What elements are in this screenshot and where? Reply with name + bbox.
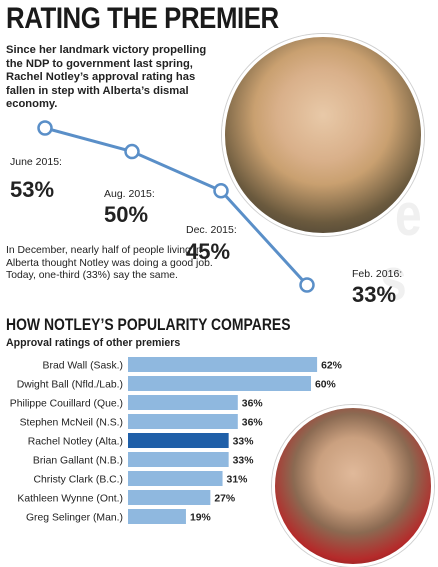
premiers-bar-chart: Brad Wall (Sask.) 62% Dwight Ball (Nfld./L…	[10, 357, 342, 524]
bar-value-label: 36%	[242, 399, 263, 410]
bar-value-label: 36%	[242, 418, 263, 429]
bar-category-label: Brian Gallant (N.B.)	[33, 456, 123, 467]
bar	[128, 376, 311, 391]
bar-value-label: 31%	[227, 475, 248, 486]
data-point-marker	[213, 183, 229, 199]
page-title: RATING THE PREMIER	[6, 2, 279, 35]
bar	[128, 414, 238, 429]
bar-value-label: 33%	[233, 437, 254, 448]
bar	[128, 471, 223, 486]
data-point-marker	[124, 143, 140, 160]
bar-category-label: Dwight Ball (Nfld./Lab.)	[17, 380, 123, 391]
approval-line-chart: June 2015: 53% Aug. 2015: 50% Dec. 2015: 45% F…	[10, 120, 402, 307]
point-date-label: Feb. 2016:	[352, 268, 402, 280]
bar	[128, 452, 229, 467]
point-date-label: Dec. 2015:	[186, 224, 237, 236]
data-point-marker	[299, 277, 315, 293]
bar	[128, 509, 186, 524]
bar-category-label: Rachel Notley (Alta.)	[28, 437, 123, 448]
section-title: HOW NOTLEY’S POPULARITY COMPARES	[6, 315, 291, 334]
bar-category-label: Stephen McNeil (N.S.)	[20, 418, 123, 429]
bar	[128, 490, 211, 505]
bar-value-label: 19%	[190, 513, 211, 524]
data-point-marker	[37, 120, 53, 136]
approval-line	[44, 126, 309, 287]
bar-value-label: 33%	[233, 456, 254, 467]
bar-category-label: Philippe Couillard (Que.)	[10, 399, 123, 410]
bar-category-label: Brad Wall (Sask.)	[43, 361, 123, 372]
bar-category-label: Christy Clark (B.C.)	[34, 475, 123, 486]
bar-value-label: 27%	[214, 494, 235, 505]
bar	[128, 395, 238, 410]
point-value-label: 33%	[352, 282, 396, 307]
point-date-label: June 2015:	[10, 156, 62, 168]
note-text: In December, nearly half of people livin…	[6, 245, 213, 282]
bar-value-label: 60%	[315, 380, 336, 391]
section-subtitle: Approval ratings of other premiers	[6, 337, 181, 349]
point-value-label: 53%	[10, 177, 54, 202]
premier-photo	[222, 34, 424, 236]
background-decoration: s	[380, 246, 407, 313]
bar-category-label: Greg Selinger (Man.)	[26, 513, 123, 524]
point-value-label: 45%	[186, 239, 230, 264]
point-date-label: Aug. 2015:	[104, 188, 155, 200]
bar-category-label: Kathleen Wynne (Ont.)	[17, 494, 123, 505]
bar-highlight	[128, 433, 229, 448]
bar	[128, 357, 318, 372]
intro-text: Since her landmark victory propelling th…	[6, 44, 207, 111]
point-value-label: 50%	[104, 202, 148, 227]
bar-value-label: 62%	[321, 361, 342, 372]
comparison-premier-photo	[272, 405, 434, 567]
